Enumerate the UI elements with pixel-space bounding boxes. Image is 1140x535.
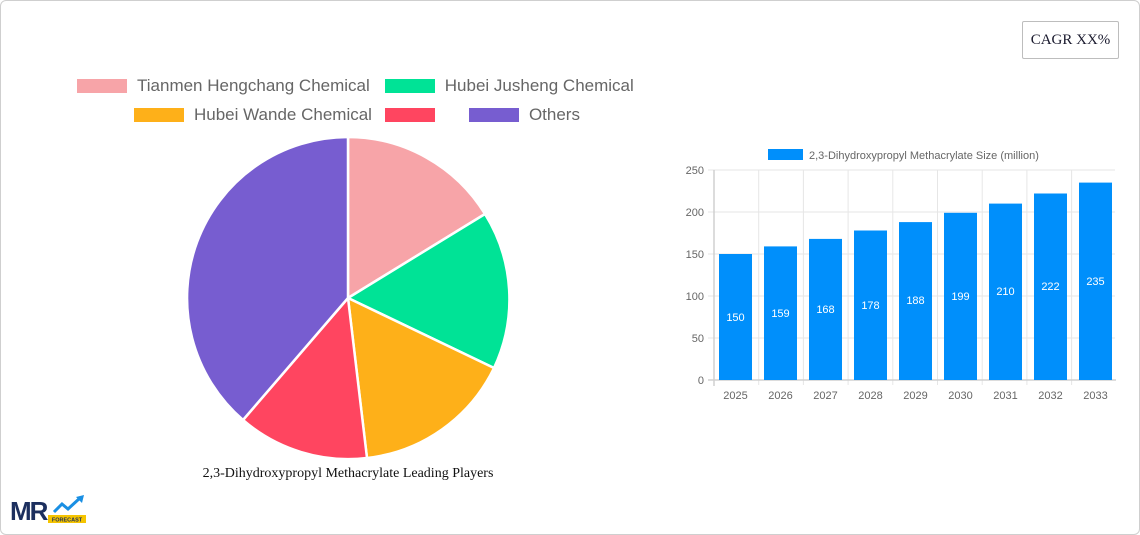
y-axis-labels: 0 50 100 150 200 250	[686, 165, 704, 387]
bar-2029[interactable]	[899, 222, 932, 380]
bar-2030[interactable]	[944, 212, 977, 380]
legend-item-tianmen[interactable]: Tianmen Hengchang Chemical	[77, 76, 370, 96]
legend-item-wande[interactable]: Hubei Wande Chemical	[134, 105, 372, 125]
svg-text:2030: 2030	[948, 390, 972, 402]
bar-2033[interactable]	[1079, 182, 1112, 380]
bars	[719, 182, 1112, 381]
legend-label-tianmen: Tianmen Hengchang Chemical	[137, 76, 370, 95]
bar-2027[interactable]	[809, 238, 842, 380]
pie-legend-row-1: Tianmen Hengchang Chemical Hubei Jusheng…	[77, 76, 644, 96]
svg-text:188: 188	[906, 295, 924, 307]
legend-swatch-unnamed	[384, 108, 435, 122]
svg-text:200: 200	[686, 207, 704, 219]
arrow-head-icon	[76, 495, 84, 503]
svg-text:2029: 2029	[903, 390, 927, 402]
svg-text:2032: 2032	[1038, 390, 1062, 402]
svg-text:178: 178	[861, 300, 879, 312]
bar-legend-swatch	[768, 149, 803, 160]
cagr-label: CAGR XX%	[1030, 31, 1111, 48]
logo-text: MR	[10, 496, 49, 526]
svg-text:50: 50	[692, 333, 704, 345]
svg-text:2031: 2031	[993, 390, 1017, 402]
pie-slice-others[interactable]	[185, 135, 350, 422]
svg-text:210: 210	[996, 286, 1014, 298]
svg-text:2026: 2026	[768, 390, 792, 402]
pie-slice-wande[interactable]	[346, 296, 496, 460]
svg-text:168: 168	[816, 304, 834, 316]
bar-chart: 2,3-Dihydroxypropyl Methacrylate Size (m…	[686, 149, 1116, 402]
svg-text:2028: 2028	[858, 390, 882, 402]
logo-sub: FORECAST	[52, 518, 83, 524]
legend-label-others: Others	[528, 105, 580, 124]
svg-text:150: 150	[726, 312, 744, 324]
x-axis-labels: 2025 2026 2027 2028 2029 2030 2031 2032 …	[723, 390, 1107, 402]
legend-item-unnamed[interactable]	[384, 108, 459, 122]
pie-slice-tianmen[interactable]	[346, 135, 487, 300]
bar-2032[interactable]	[1034, 193, 1067, 381]
legend-item-others[interactable]: Others	[468, 105, 580, 125]
legend-swatch-others	[468, 108, 519, 122]
trend-arrow-icon	[52, 496, 82, 514]
svg-text:150: 150	[686, 249, 704, 261]
svg-text:2033: 2033	[1083, 390, 1107, 402]
bar-2026[interactable]	[764, 246, 797, 380]
svg-text:250: 250	[686, 165, 704, 177]
legend-swatch-tianmen	[77, 79, 127, 93]
bar-2028[interactable]	[854, 230, 887, 381]
mr-forecast-logo: MR FORECAST	[10, 495, 86, 526]
legend-label-jusheng: Hubei Jusheng Chemical	[444, 76, 634, 95]
bar-legend-label[interactable]: 2,3-Dihydroxypropyl Methacrylate Size (m…	[809, 150, 1039, 162]
svg-text:2025: 2025	[723, 390, 747, 402]
svg-text:100: 100	[686, 291, 704, 303]
svg-text:2027: 2027	[813, 390, 837, 402]
legend-swatch-jusheng	[384, 79, 435, 93]
logo-forecast-bar	[48, 515, 86, 523]
bar-value-labels: 150 159 168 178 188 199 210 222 235	[726, 276, 1104, 324]
cagr-badge: CAGR XX%	[1022, 21, 1119, 59]
pie-chart	[185, 135, 511, 461]
pie-slice-jusheng[interactable]	[346, 212, 511, 370]
svg-text:222: 222	[1041, 281, 1059, 293]
pie-legend-row-2: Hubei Wande Chemical Others	[134, 105, 590, 125]
bar-2025[interactable]	[719, 254, 752, 380]
svg-text:159: 159	[771, 308, 789, 320]
legend-swatch-wande	[134, 108, 184, 122]
legend-label-wande: Hubei Wande Chemical	[194, 105, 372, 124]
pie-title: 2,3-Dihydroxypropyl Methacrylate Leading…	[202, 466, 494, 481]
legend-item-jusheng[interactable]: Hubei Jusheng Chemical	[384, 76, 634, 96]
bar-2031[interactable]	[989, 203, 1022, 380]
svg-text:0: 0	[698, 375, 704, 387]
pie-slice-unnamed[interactable]	[241, 296, 369, 461]
svg-text:235: 235	[1086, 276, 1104, 288]
svg-text:199: 199	[951, 291, 969, 303]
